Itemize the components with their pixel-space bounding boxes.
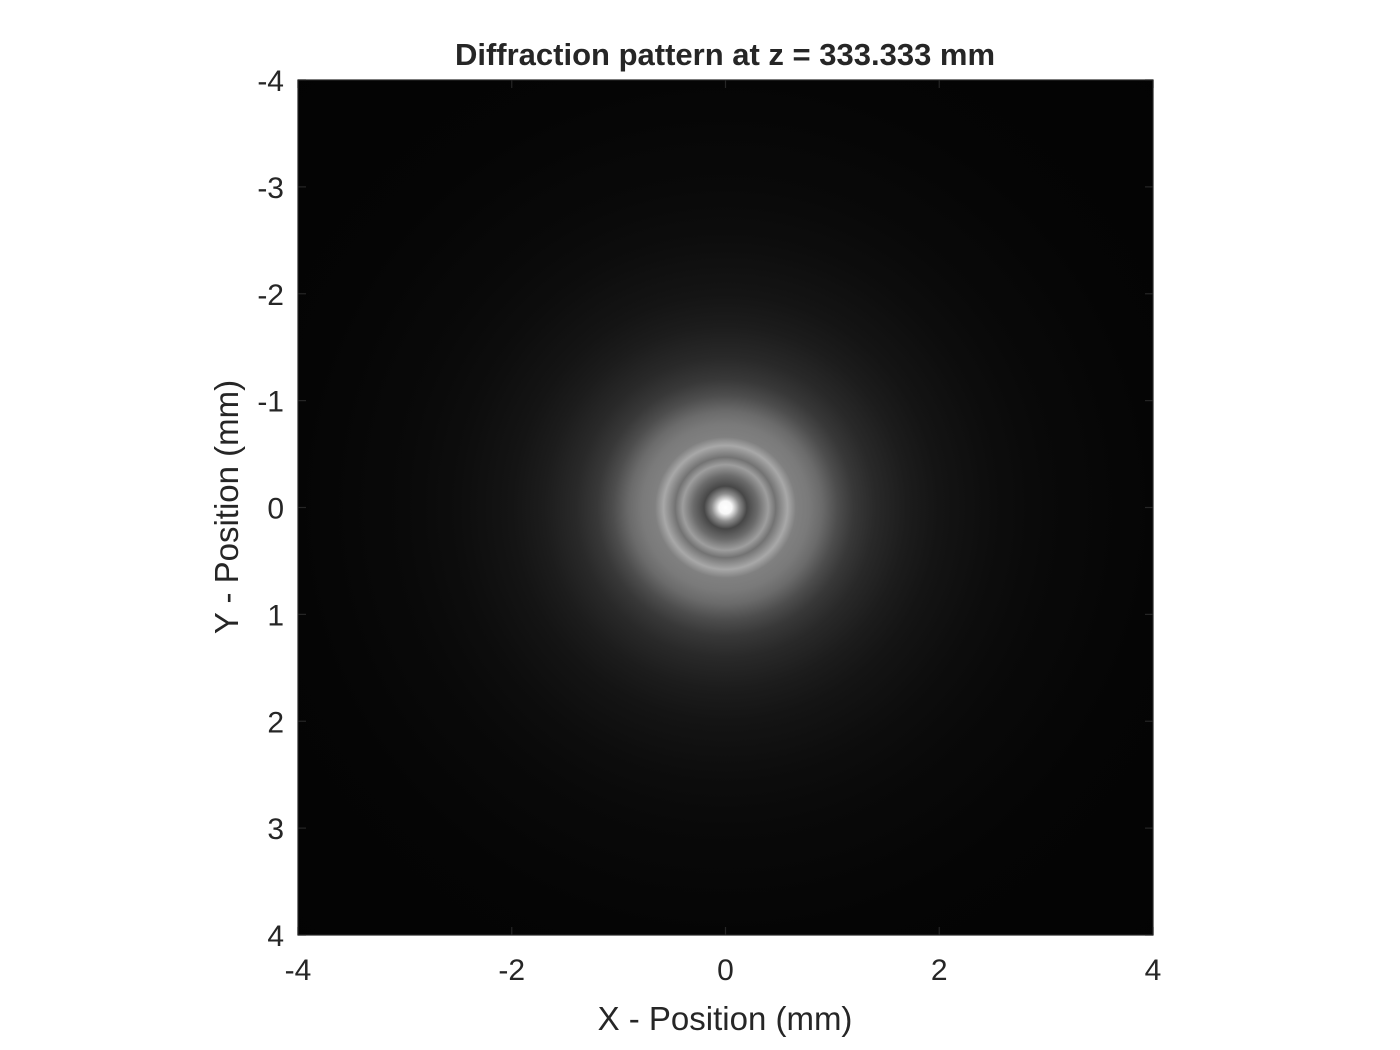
y-axis-ticks: -4 -3 -2 -1 0 1 2 3 4: [257, 65, 1153, 953]
x-tick-label: 4: [1145, 954, 1162, 987]
y-tick-label: 3: [267, 813, 284, 846]
plot-area: [297, 79, 1154, 936]
y-tick-label: 2: [267, 706, 284, 739]
y-tick-label: -2: [257, 279, 284, 312]
x-tick-label: -4: [285, 954, 312, 987]
x-tick-label: 0: [717, 954, 734, 987]
y-tick-label: 4: [267, 920, 284, 953]
y-tick-label: -3: [257, 172, 284, 205]
y-tick-label: 1: [267, 599, 284, 632]
intensity-image: [298, 80, 1153, 935]
y-tick-label: 0: [267, 493, 284, 526]
x-axis-ticks: -4 -2 0 2 4: [285, 80, 1162, 987]
x-tick-label: -2: [498, 954, 525, 987]
y-tick-label: -4: [257, 65, 284, 98]
x-tick-label: 2: [931, 954, 948, 987]
x-axis-label: X - Position (mm): [598, 1000, 853, 1037]
chart-title: Diffraction pattern at z = 333.333 mm: [455, 37, 995, 72]
y-tick-label: -1: [257, 386, 284, 419]
y-axis-label: Y - Position (mm): [208, 380, 245, 634]
